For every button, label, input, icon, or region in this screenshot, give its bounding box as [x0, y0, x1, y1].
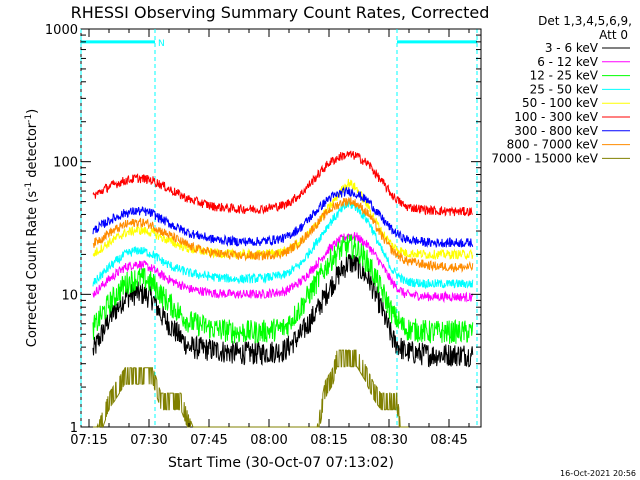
y-axis-label-sup2: -1: [24, 114, 34, 123]
timestamp: 16-Oct-2021 20:56: [560, 469, 636, 478]
x-axis-label: Start Time (30-Oct-07 07:13:02): [168, 455, 394, 471]
night-markers: N: [80, 29, 478, 427]
chart-title: RHESSI Observing Summary Count Rates, Co…: [71, 3, 490, 22]
x-tick-label-3: 08:00: [250, 433, 287, 448]
y-axis-label-sup1: -1: [24, 182, 34, 191]
x-tick-label-1: 07:30: [130, 433, 167, 448]
legend-label-4: 50 - 100 keV: [522, 96, 599, 110]
series-layer: [92, 150, 474, 429]
legend-label-1: 6 - 12 keV: [537, 55, 599, 69]
y-axis-label-end: ): [25, 109, 40, 114]
series-line-4: [92, 178, 474, 261]
series-line-8: [93, 349, 409, 429]
legend-label-0: 3 - 6 keV: [545, 41, 599, 55]
y-tick-label-3: 1000: [45, 23, 78, 38]
x-tick-label-6: 08:45: [430, 433, 467, 448]
series-line-1: [92, 232, 474, 304]
series-line-7: [92, 196, 474, 273]
legend-label-5: 100 - 300 keV: [514, 110, 598, 124]
legend-label-3: 25 - 50 keV: [530, 82, 599, 96]
legend-label-7: 800 - 7000 keV: [507, 138, 599, 152]
y-axis-label-main: Corrected Count Rate (s: [25, 191, 40, 348]
series-line-2: [92, 234, 474, 345]
y-axis-label: Corrected Count Rate (s-1 detector-1): [24, 109, 40, 347]
legend-header-line-1: Det 1,3,4,5,6,9,: [538, 14, 632, 28]
night-marker-label: N: [158, 39, 165, 49]
series-line-0: [92, 254, 474, 368]
legend-label-8: 7000 - 15000 keV: [491, 151, 598, 165]
x-tick-label-2: 07:45: [190, 433, 227, 448]
y-axis-label-mid: detector: [25, 122, 40, 182]
series-line-6: [92, 186, 474, 249]
axis-layer: 07:15 07:30 07:45 08:00 08:15 08:30 08:45 1 10 10…: [45, 23, 481, 448]
legend-label-6: 300 - 800 keV: [514, 124, 598, 138]
legend-label-2: 12 - 25 keV: [530, 69, 599, 83]
legend-header-line-2: Att 0: [599, 28, 628, 42]
series-line-5: [92, 150, 473, 217]
y-tick-label-0: 1: [70, 421, 78, 436]
series-line-3: [92, 199, 474, 290]
y-tick-label-1: 10: [61, 288, 78, 303]
x-tick-label-5: 08:30: [370, 433, 407, 448]
y-tick-label-2: 100: [53, 156, 78, 171]
x-tick-label-4: 08:15: [310, 433, 347, 448]
x-tick-label-0: 07:15: [70, 433, 107, 448]
